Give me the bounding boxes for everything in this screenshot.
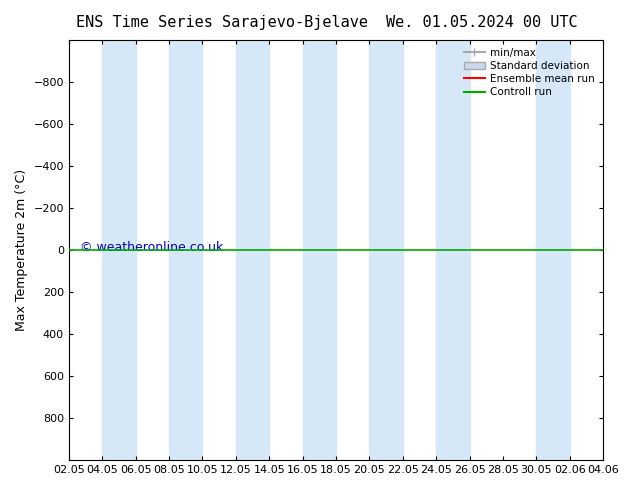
Y-axis label: Max Temperature 2m (°C): Max Temperature 2m (°C) [15,169,28,331]
Bar [536,40,570,460]
Text: © weatheronline.co.uk: © weatheronline.co.uk [80,241,223,254]
Bar [370,40,403,460]
Bar [102,40,136,460]
Text: ENS Time Series Sarajevo-Bjelave: ENS Time Series Sarajevo-Bjelave [76,15,368,30]
Bar [169,40,202,460]
Bar [236,40,269,460]
Legend: min/max, Standard deviation, Ensemble mean run, Controll run: min/max, Standard deviation, Ensemble me… [461,45,598,100]
Bar [302,40,336,460]
Bar [436,40,470,460]
Text: We. 01.05.2024 00 UTC: We. 01.05.2024 00 UTC [386,15,578,30]
